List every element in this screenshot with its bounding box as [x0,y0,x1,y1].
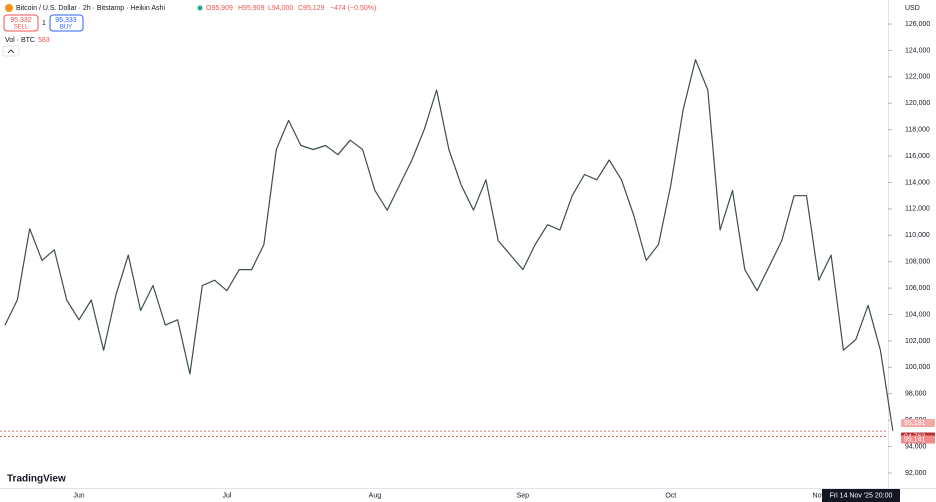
ohlc-close: C95,129 [298,5,325,12]
y-tick-label: 100,000 [905,364,930,371]
collapse-button[interactable] [2,45,20,57]
sell-label[interactable]: SELL [14,25,29,31]
buy-price[interactable]: 95,333 [55,17,77,24]
y-tick-label: 112,000 [905,206,930,213]
y-tick-label: 98,000 [905,391,927,398]
price-tag [901,435,935,444]
ohlc-low: L94,000 [268,5,293,12]
quantity[interactable]: 1 [42,20,46,27]
x-tick-label: Sep [517,492,530,499]
volume-label: Vol · BTC [5,37,35,44]
x-tick-label: Aug [369,492,382,499]
cursor-time-box [822,489,900,502]
market-status [197,5,203,11]
y-tick-label: 104,000 [905,311,930,318]
y-tick-label: 108,000 [905,259,930,266]
sell-price[interactable]: 95,332 [10,17,32,24]
y-tick-label: 106,000 [905,285,930,292]
y-tick-label: 94,000 [905,443,927,450]
volume-value: 583 [38,37,50,44]
symbol-title: Bitcoin / U.S. Dollar · 2h · Bitstamp · … [16,5,165,12]
y-tick-label: 122,000 [905,74,930,81]
y-tick-label: 92,000 [905,470,927,477]
ohlc-high: H95,909 [238,5,265,12]
buy-label[interactable]: BUY [60,25,72,31]
x-tick-label: Jul [222,492,231,499]
plot [0,59,894,437]
y-tick-label: 124,000 [905,47,930,54]
brand-logo: TradingView [7,474,66,485]
price-tag-label: 95,141 [904,436,926,443]
x-tick-label: Oct [665,492,676,499]
price-tag-label: 95,181 [904,420,926,427]
y-tick-label: 116,000 [905,153,930,160]
currency: USD [905,5,920,12]
cursor-time: Fri 14 Nov '25 20:00 [830,492,893,499]
price-tag [901,418,935,427]
header: Bitcoin / U.S. Dollar · 2h · Bitstamp · … [2,4,920,57]
price-axis: 92,00094,00096,00098,000100,000102,00010… [888,21,935,477]
branding: TradingView [7,474,66,485]
price-line [4,59,894,431]
buy-button[interactable] [49,14,84,32]
y-tick-label: 120,000 [905,100,930,107]
x-tick-label: Nov [813,492,826,499]
collapse-icon [7,49,15,54]
y-tick-label: 114,000 [905,179,930,186]
ohlc-change: −474 (−0.50%) [330,5,376,12]
x-tick-label: Jun [73,492,84,499]
ohlc-open: O95,909 [206,5,233,12]
sell-button[interactable] [3,14,39,32]
coin-icon [5,4,13,12]
y-tick-label: 126,000 [905,21,930,28]
y-tick-label: 110,000 [905,232,930,239]
y-tick-label: 118,000 [905,127,930,134]
y-tick-label: 102,000 [905,338,930,345]
